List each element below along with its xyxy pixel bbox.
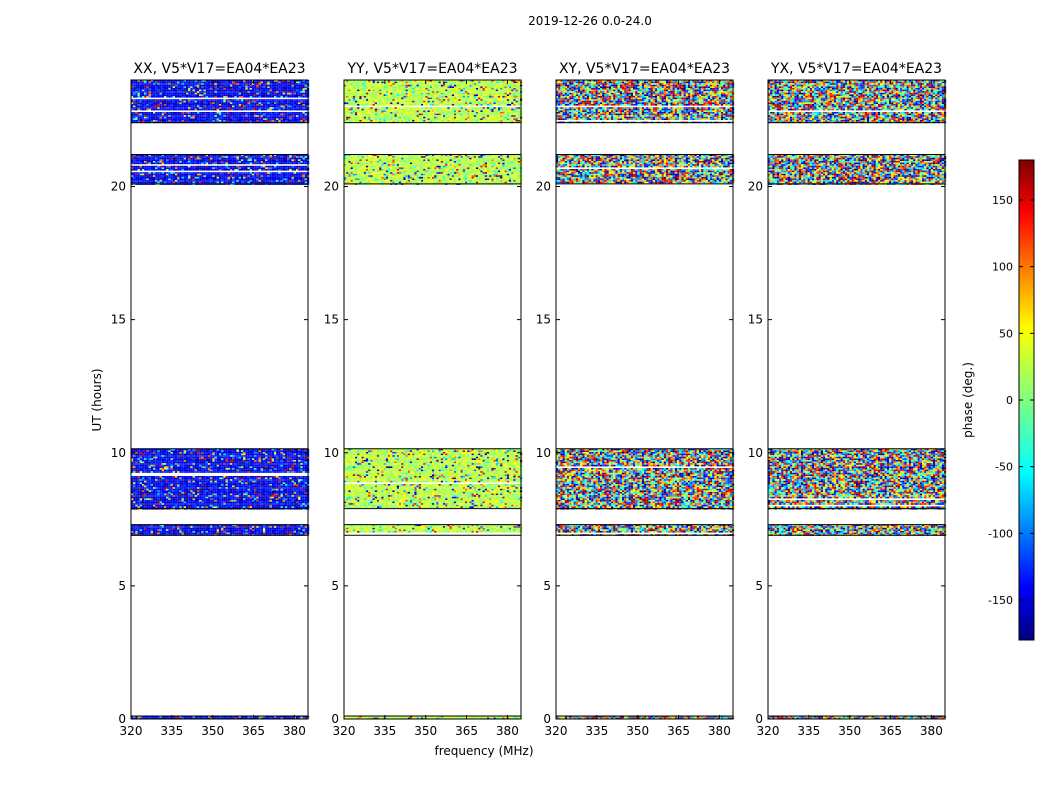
panel-yx: YX, V5*V17=EA04*EA23 320 335 350 365 380 0 5 10 1… (748, 61, 947, 738)
colorbar-tick-label: -50 (995, 461, 1013, 474)
panels-group: XX, V5*V17=EA04*EA23 320 335 350 365 380 0 5 10 1… (111, 61, 947, 738)
y-tick-label: 10 (748, 446, 763, 460)
y-tick-label: 10 (324, 446, 339, 460)
panel-title: YX, V5*V17=EA04*EA23 (770, 61, 942, 77)
panel-frame (767, 79, 946, 720)
heatmap-block-3 (768, 154, 947, 185)
heatmap-block-2 (344, 448, 523, 508)
x-tick-label: 350 (414, 724, 437, 738)
x-tick-label: 335 (160, 724, 183, 738)
panel-yy: YY, V5*V17=EA04*EA23 320 335 350 365 380 0 5 10 1… (324, 61, 523, 738)
heatmap-block-4 (556, 80, 735, 124)
colorbar-tick-label: 100 (992, 261, 1013, 274)
colorbar-tick-label: 150 (992, 194, 1013, 207)
y-tick-label: 5 (118, 579, 126, 593)
heatmap-block-0 (344, 716, 523, 720)
heatmap-block-2 (768, 448, 947, 510)
panel-title: YY, V5*V17=EA04*EA23 (346, 61, 517, 77)
x-tick-label: 380 (708, 724, 731, 738)
panel-background (344, 80, 521, 719)
colorbar-gradient (1019, 160, 1034, 640)
x-tick-label: 350 (201, 724, 224, 738)
heatmap-block-3 (344, 154, 523, 185)
y-tick-label: 10 (536, 446, 551, 460)
x-axis-label: frequency (MHz) (434, 744, 533, 758)
y-tick-label: 15 (111, 313, 126, 327)
x-tick-label: 380 (283, 724, 306, 738)
panel-title: XY, V5*V17=EA04*EA23 (559, 61, 730, 77)
panel-background (556, 80, 733, 719)
y-tick-label: 0 (755, 712, 763, 726)
y-tick-label: 0 (331, 712, 339, 726)
heatmap-block-4 (768, 80, 947, 124)
y-tick-label: 0 (543, 712, 551, 726)
heatmap-block-2 (131, 448, 310, 510)
y-tick-label: 20 (536, 180, 551, 194)
panel-frame (130, 79, 309, 720)
y-tick-label: 20 (748, 180, 763, 194)
x-tick-label: 335 (585, 724, 608, 738)
y-tick-label: 15 (748, 313, 763, 327)
panel-frame (555, 79, 734, 720)
y-tick-label: 15 (324, 313, 339, 327)
y-tick-label: 20 (111, 180, 126, 194)
panel-background (768, 80, 945, 719)
heatmap-block-1 (768, 524, 947, 536)
x-tick-label: 380 (920, 724, 943, 738)
colorbar-tick-label: -150 (988, 594, 1013, 607)
heatmap-block-0 (768, 716, 947, 720)
panel-title: XX, V5*V17=EA04*EA23 (133, 61, 305, 77)
y-axis-label: UT (hours) (90, 368, 104, 431)
x-tick-label: 365 (242, 724, 265, 738)
y-tick-label: 10 (111, 446, 126, 460)
colorbar-label: phase (deg.) (961, 362, 975, 438)
figure-suptitle: 2019-12-26 0.0-24.0 (0, 14, 1050, 28)
x-tick-label: 320 (545, 724, 568, 738)
colorbar-tick-label: 50 (999, 327, 1013, 340)
y-tick-label: 0 (118, 712, 126, 726)
heatmap-block-3 (131, 154, 310, 185)
y-tick-label: 5 (755, 579, 763, 593)
x-tick-label: 365 (455, 724, 478, 738)
colorbar: -150 -100 -50 0 50 100 150 (988, 159, 1035, 641)
y-tick-label: 15 (536, 313, 551, 327)
y-tick-label: 5 (543, 579, 551, 593)
panel-xy: XY, V5*V17=EA04*EA23 320 335 350 365 380 0 5 10 1… (536, 61, 735, 738)
x-tick-label: 365 (879, 724, 902, 738)
panel-xx: XX, V5*V17=EA04*EA23 320 335 350 365 380 0 5 10 1… (111, 61, 310, 738)
heatmap-block-1 (344, 524, 523, 533)
x-tick-label: 350 (626, 724, 649, 738)
x-tick-label: 350 (838, 724, 861, 738)
heatmap-block-4 (344, 80, 523, 124)
x-tick-label: 335 (797, 724, 820, 738)
colorbar-tick-label: -100 (988, 527, 1013, 540)
x-tick-label: 320 (333, 724, 356, 738)
heatmap-block-0 (556, 716, 735, 720)
heatmap-block-1 (131, 524, 310, 536)
heatmap-block-3 (556, 154, 735, 184)
heatmap-block-2 (556, 448, 735, 510)
colorbar-tick-label: 0 (1006, 394, 1013, 407)
panel-background (131, 80, 308, 719)
x-tick-label: 320 (120, 724, 143, 738)
panel-frame (343, 79, 522, 720)
x-tick-label: 380 (496, 724, 519, 738)
x-tick-label: 320 (757, 724, 780, 738)
x-tick-label: 365 (667, 724, 690, 738)
y-tick-label: 20 (324, 180, 339, 194)
x-tick-label: 335 (373, 724, 396, 738)
y-tick-label: 5 (331, 579, 339, 593)
heatmap-block-4 (131, 80, 310, 124)
